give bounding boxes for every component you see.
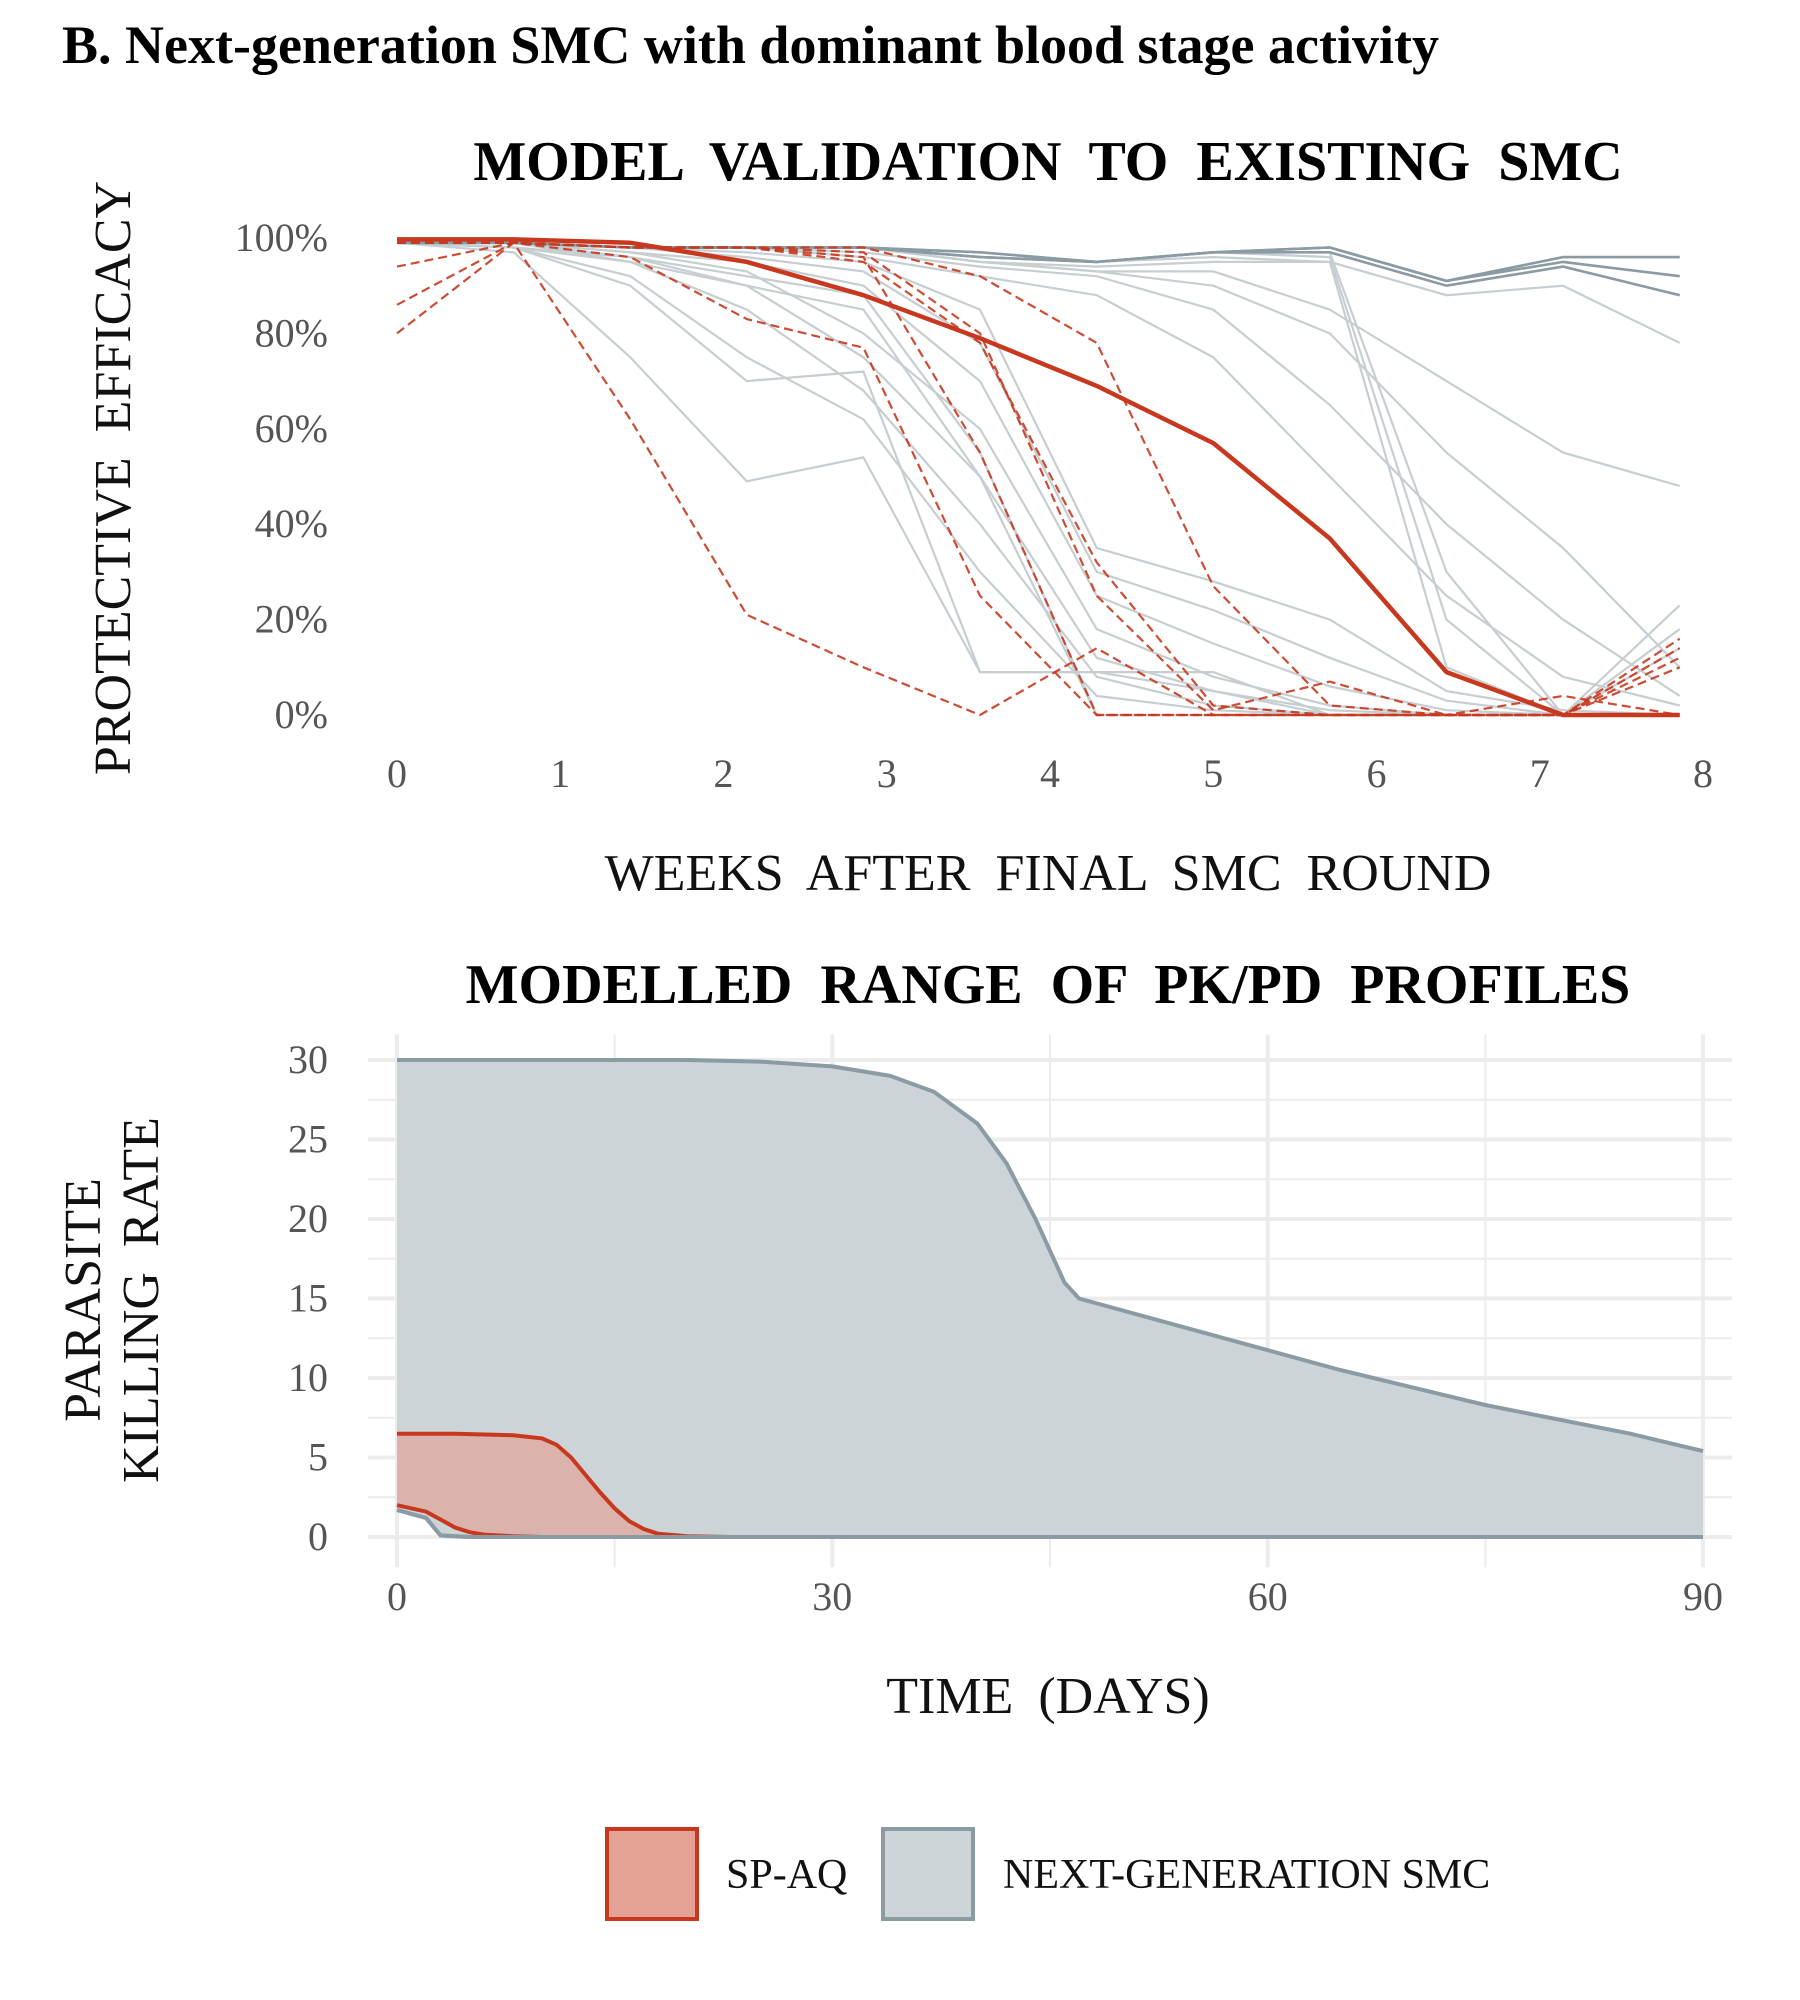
next-gen-validation-line xyxy=(396,241,1680,717)
pkpd-y-axis-label-line1: PARASITE xyxy=(55,1178,112,1422)
pkpd-x-tick-label: 30 xyxy=(812,1574,852,1619)
next-gen-validation-line xyxy=(397,241,1680,717)
sp-aq-mean-line xyxy=(397,237,1680,718)
efficacy-y-tick-label: 80% xyxy=(255,310,328,355)
legend-swatch-next-gen xyxy=(881,1827,975,1921)
next-gen-validation-line xyxy=(397,241,1680,717)
legend-label-next-gen: NEXT-GENERATION SMC xyxy=(1003,1852,1490,1898)
efficacy-x-tick-label: 1 xyxy=(550,751,570,796)
efficacy-y-ticks: 0% 20% 40% 60% 80% 100% xyxy=(235,215,328,737)
pkpd-y-tick-label: 0 xyxy=(308,1514,328,1559)
next-gen-validation-line xyxy=(397,241,1680,297)
efficacy-y-axis-label: PROTECTIVE EFFICACY xyxy=(85,181,142,775)
sp-aq-run-line xyxy=(397,241,1680,717)
efficacy-x-tick-label: 0 xyxy=(387,751,407,796)
pkpd-x-tick-label: 60 xyxy=(1248,1574,1288,1619)
sp-aq-run-line xyxy=(396,241,1681,717)
pkpd-chart-title: MODELLED RANGE OF PK/PD PROFILES xyxy=(466,954,1631,1016)
efficacy-x-tick-label: 4 xyxy=(1040,751,1060,796)
legend: SP-AQ NEXT-GENERATION SMC xyxy=(605,1827,1490,1921)
efficacy-x-ticks: 0 1 2 3 4 5 6 7 8 xyxy=(387,751,1713,796)
efficacy-y-tick-label: 0% xyxy=(275,692,328,737)
pkpd-y-tick-label: 30 xyxy=(288,1037,328,1082)
next-gen-upper-line xyxy=(397,1058,1704,1454)
efficacy-x-tick-label: 7 xyxy=(1530,751,1550,796)
sp-aq-run-line xyxy=(397,241,1681,717)
efficacy-x-axis-label: WEEKS AFTER FINAL SMC ROUND xyxy=(605,845,1492,902)
next-gen-validation-line xyxy=(397,241,1680,707)
efficacy-y-tick-label: 100% xyxy=(235,215,328,260)
next-gen-lower-line xyxy=(396,1508,1703,1539)
next-gen-validation-line xyxy=(397,241,1681,697)
pkpd-y-tick-label: 15 xyxy=(288,1276,328,1321)
sp-aq-run-line xyxy=(397,241,1681,717)
next-gen-validation-line xyxy=(397,241,1680,717)
legend-label-sp-aq: SP-AQ xyxy=(726,1852,847,1898)
efficacy-x-tick-label: 5 xyxy=(1203,751,1223,796)
pkpd-y-ticks: 0 5 10 15 20 25 30 xyxy=(288,1037,328,1559)
pkpd-y-tick-label: 10 xyxy=(288,1355,328,1400)
efficacy-x-tick-label: 8 xyxy=(1693,751,1713,796)
next-gen-validation-line xyxy=(397,241,1680,717)
pkpd-y-tick-label: 5 xyxy=(308,1435,328,1480)
next-gen-validation-line xyxy=(396,241,1680,717)
legend-item-sp-aq: SP-AQ xyxy=(605,1827,847,1921)
efficacy-y-tick-label: 40% xyxy=(255,501,328,546)
efficacy-x-tick-label: 6 xyxy=(1367,751,1387,796)
next-gen-validation-line xyxy=(396,241,1680,717)
next-gen-area xyxy=(397,1060,1703,1537)
next-gen-validation-line xyxy=(397,241,1681,717)
efficacy-y-tick-label: 20% xyxy=(255,597,328,642)
legend-swatch-sp-aq xyxy=(605,1827,699,1921)
pkpd-y-tick-label: 20 xyxy=(288,1196,328,1241)
sp-aq-run-line xyxy=(396,241,1680,717)
next-gen-validation-line xyxy=(397,241,1680,717)
pkpd-y-tick-label: 25 xyxy=(288,1117,328,1162)
pkpd-areas xyxy=(396,1058,1704,1539)
efficacy-x-tick-label: 3 xyxy=(877,751,897,796)
figure-title: B. Next-generation SMC with dominant blo… xyxy=(62,15,1439,75)
efficacy-x-tick-label: 2 xyxy=(714,751,734,796)
sp-aq-area xyxy=(397,1433,1703,1537)
legend-item-next-gen: NEXT-GENERATION SMC xyxy=(881,1827,1490,1921)
next-gen-validation-line xyxy=(397,241,1680,717)
efficacy-panel: MODEL VALIDATION TO EXISTING SMC 0%20%40… xyxy=(85,131,1713,902)
pkpd-x-tick-label: 90 xyxy=(1683,1574,1723,1619)
next-gen-validation-line xyxy=(396,241,1680,717)
efficacy-chart-title: MODEL VALIDATION TO EXISTING SMC xyxy=(473,131,1622,193)
next-gen-validation-line xyxy=(397,241,1681,717)
efficacy-lines xyxy=(396,237,1681,718)
efficacy-y-tick-label: 60% xyxy=(255,406,328,451)
pkpd-x-axis-label: TIME (DAYS) xyxy=(886,1668,1210,1725)
next-gen-validation-line xyxy=(396,241,1680,717)
pkpd-y-axis-label-line2: KILLING RATE xyxy=(113,1117,170,1483)
sp-aq-run-line xyxy=(396,241,1681,717)
next-gen-validation-line xyxy=(397,241,1681,297)
pkpd-x-ticks: 0 30 60 90 xyxy=(387,1574,1723,1619)
pkpd-panel: MODELLED RANGE OF PK/PD PROFILES 0 5 10 15 2… xyxy=(55,954,1733,1725)
pkpd-x-tick-label: 0 xyxy=(387,1574,407,1619)
next-gen-validation-line xyxy=(397,241,1681,717)
